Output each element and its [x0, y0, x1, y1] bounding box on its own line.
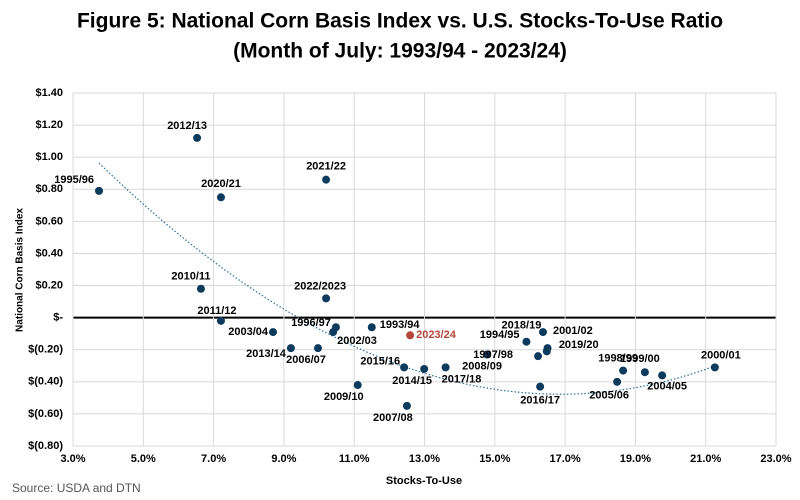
data-point — [420, 364, 429, 373]
point-label: 2012/13 — [167, 120, 207, 132]
data-point — [367, 323, 376, 332]
point-label: 1997/98 — [473, 349, 513, 361]
point-label: 1995/96 — [54, 174, 94, 186]
data-point — [522, 337, 531, 346]
point-label: 2023/24 — [416, 329, 457, 341]
data-point — [322, 294, 331, 303]
point-label: 2013/14 — [246, 348, 287, 360]
data-point — [483, 350, 492, 359]
data-point — [613, 377, 622, 386]
point-label: 2019/20 — [559, 339, 599, 351]
x-tick-label: 5.0% — [131, 453, 156, 465]
point-label: 2021/22 — [306, 161, 346, 173]
data-point — [216, 193, 225, 202]
data-point — [619, 366, 628, 375]
data-point — [286, 344, 295, 353]
x-tick-label: 15.0% — [479, 453, 510, 465]
data-point — [536, 382, 545, 391]
chart-title: Figure 5: National Corn Basis Index vs. … — [77, 10, 723, 33]
point-label: 2022/2023 — [294, 280, 346, 292]
point-label: 2010/11 — [171, 271, 210, 283]
data-point — [542, 347, 551, 356]
y-tick-label: $1.40 — [35, 87, 63, 99]
point-label: 2002/03 — [337, 335, 377, 347]
source: Source: USDA and DTN — [12, 481, 141, 495]
trendline — [98, 162, 716, 395]
point-label: 2015/16 — [360, 355, 400, 367]
point-label: 2018/19 — [502, 320, 542, 332]
point-label: 2000/01 — [701, 349, 741, 361]
y-tick-label: $(0.40) — [28, 376, 63, 388]
data-point — [269, 328, 278, 337]
data-point — [313, 344, 322, 353]
data-point — [95, 186, 104, 195]
point-label: 2001/02 — [553, 325, 593, 337]
x-tick-label: 19.0% — [620, 453, 651, 465]
point-label: 2004/05 — [647, 380, 687, 392]
x-tick-label: 23.0% — [760, 453, 791, 465]
point-label: 2009/10 — [324, 391, 364, 403]
x-tick-label: 7.0% — [201, 453, 226, 465]
x-tick-label: 9.0% — [271, 453, 296, 465]
data-point — [406, 331, 415, 340]
point-label: 1993/94 — [380, 319, 421, 331]
x-axis-title: Stocks-To-Use — [386, 475, 462, 487]
data-point — [216, 316, 225, 325]
point-label: 2006/07 — [286, 354, 326, 366]
x-tick-label: 21.0% — [690, 453, 721, 465]
x-tick-label: 17.0% — [549, 453, 580, 465]
y-tick-label: $0.40 — [35, 247, 63, 259]
y-tick-label: $0.60 — [35, 215, 63, 227]
y-tick-label: $1.00 — [35, 151, 63, 163]
point-label: 2008/09 — [462, 360, 502, 372]
data-point — [193, 133, 202, 142]
y-tick-label: $(0.60) — [28, 408, 63, 420]
point-label: 1996/97 — [291, 317, 331, 329]
point-label: 2011/12 — [197, 305, 236, 317]
x-tick-label: 3.0% — [60, 453, 85, 465]
y-tick-label: $- — [53, 312, 63, 324]
y-tick-label: $(0.80) — [28, 440, 63, 452]
data-point — [196, 284, 205, 293]
point-label: 1998/99 — [598, 352, 638, 364]
point-label: 2005/06 — [589, 390, 629, 402]
data-point — [534, 352, 543, 361]
x-tick-label: 13.0% — [409, 453, 440, 465]
point-label: 2016/17 — [520, 395, 560, 407]
data-point — [658, 371, 667, 380]
data-point — [441, 363, 450, 372]
data-point — [329, 328, 338, 337]
y-tick-label: $0.80 — [35, 183, 63, 195]
point-label: 2017/18 — [442, 373, 482, 385]
data-point — [710, 363, 719, 372]
point-label: 2007/08 — [373, 412, 413, 424]
y-axis-title: National Corn Basis Index — [15, 208, 26, 332]
chart-subtitle: (Month of July: 1993/94 - 2023/24) — [233, 40, 567, 63]
data-point — [322, 175, 331, 184]
data-point — [640, 368, 649, 377]
point-label: 1994/95 — [480, 329, 520, 341]
data-point — [538, 328, 547, 337]
point-label: 2014/15 — [392, 375, 432, 387]
point-label: 2003/04 — [228, 326, 269, 338]
y-tick-label: $1.20 — [35, 119, 63, 131]
data-point — [400, 363, 409, 372]
x-tick-label: 11.0% — [339, 453, 370, 465]
y-tick-label: $(0.20) — [28, 344, 63, 356]
point-label: 2020/21 — [201, 178, 241, 190]
y-tick-label: $0.20 — [35, 279, 63, 291]
data-point — [353, 381, 362, 390]
data-point — [402, 401, 411, 410]
point-label: 1999/00 — [620, 353, 660, 365]
